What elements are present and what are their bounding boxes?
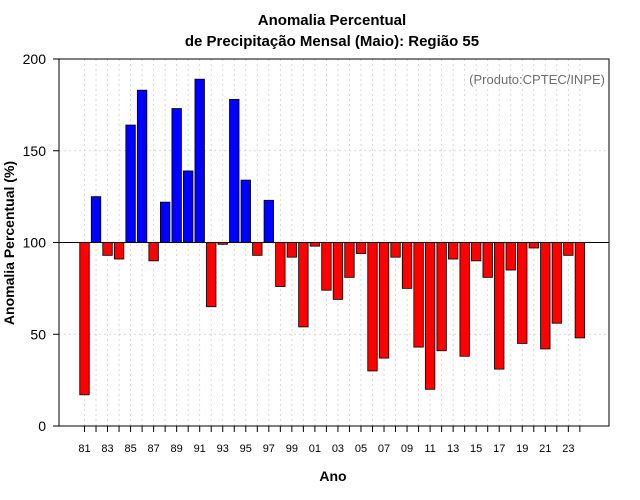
bar-05 [355, 242, 367, 254]
x-tick-label: 13 [447, 443, 459, 455]
y-tick-label: 50 [30, 326, 46, 342]
bar-21 [540, 242, 551, 350]
bar-18 [505, 242, 516, 271]
x-tick-label: 01 [309, 443, 321, 455]
x-tick-label: 05 [355, 443, 367, 455]
x-tick-label: 17 [493, 443, 505, 455]
y-tick-label: 0 [38, 418, 46, 434]
bar-14 [459, 242, 470, 357]
bar-15 [471, 242, 482, 262]
x-tick-label: 03 [332, 443, 344, 455]
bar-92 [206, 242, 217, 308]
bar-10 [413, 242, 424, 348]
bars [79, 78, 586, 396]
bar-98 [275, 242, 286, 287]
x-tick-label: 15 [470, 443, 482, 455]
x-tick-label: 91 [194, 443, 206, 455]
y-tick-label: 100 [23, 235, 47, 251]
chart-title-line2: de Precipitação Mensal (Maio): Região 55 [185, 33, 479, 50]
bar-86 [136, 89, 148, 243]
chart-title-line1: Anomalia Percentual [258, 12, 406, 29]
bar-07 [378, 242, 390, 359]
bar-19 [517, 242, 528, 344]
x-tick-label: 21 [539, 443, 551, 455]
y-tick-label: 150 [23, 143, 47, 159]
bar-11 [424, 242, 436, 390]
bar-24 [574, 242, 586, 339]
x-tick-label: 11 [424, 443, 435, 455]
bar-90 [183, 170, 194, 243]
x-tick-label: 99 [286, 443, 298, 455]
bar-89 [171, 108, 182, 243]
bar-22 [551, 242, 562, 324]
x-tick-label: 23 [562, 443, 574, 455]
x-tick-label: 19 [516, 443, 528, 455]
x-axis: 81 83 85 87 89 91 93 95 97 99 01 03 05 07 09 11 13 15 17 19… [78, 426, 581, 455]
bar-16 [482, 242, 493, 278]
bar-12 [436, 242, 447, 352]
x-tick-label: 85 [124, 443, 136, 455]
bar-84 [113, 242, 125, 260]
x-tick-label: 83 [101, 443, 113, 455]
x-tick-label: 93 [217, 443, 229, 455]
x-tick-label: 09 [401, 443, 413, 455]
bar-08 [390, 242, 401, 258]
y-axis: 0 50 100 150 200 [23, 51, 59, 434]
bar-03 [332, 242, 344, 300]
bar-82 [90, 196, 102, 243]
bar-17 [494, 242, 505, 370]
x-tick-label: 87 [147, 443, 159, 455]
bar-85 [125, 124, 136, 243]
bar-99 [286, 242, 298, 258]
x-tick-label: 97 [263, 443, 275, 455]
bar-83 [102, 242, 113, 256]
bar-20 [528, 242, 539, 249]
x-tick-label: 07 [378, 443, 390, 455]
bar-81 [79, 242, 90, 396]
y-tick-label: 200 [23, 51, 47, 67]
bar-87 [148, 242, 159, 262]
y-axis-label: Anomalia Percentual (%) [1, 161, 17, 325]
bar-04 [344, 242, 355, 278]
bar-94 [229, 98, 240, 243]
x-tick-label: 89 [171, 443, 183, 455]
bar-02 [321, 242, 332, 291]
bar-96 [252, 242, 263, 256]
x-tick-label: 81 [78, 443, 90, 455]
bar-06 [367, 242, 378, 372]
x-axis-label: Ano [319, 468, 346, 484]
bar-00 [298, 242, 309, 328]
bar-01 [309, 242, 321, 247]
bar-88 [159, 201, 171, 243]
bar-95 [240, 179, 251, 243]
bar-13 [447, 242, 459, 260]
x-tick-label: 95 [240, 443, 252, 455]
gridlines [59, 59, 609, 426]
bar-91 [194, 78, 205, 243]
bar-97 [263, 199, 274, 243]
bar-09 [401, 242, 413, 289]
credit-label: (Produto:CPTEC/INPE) [469, 72, 605, 87]
bar-23 [563, 242, 574, 256]
